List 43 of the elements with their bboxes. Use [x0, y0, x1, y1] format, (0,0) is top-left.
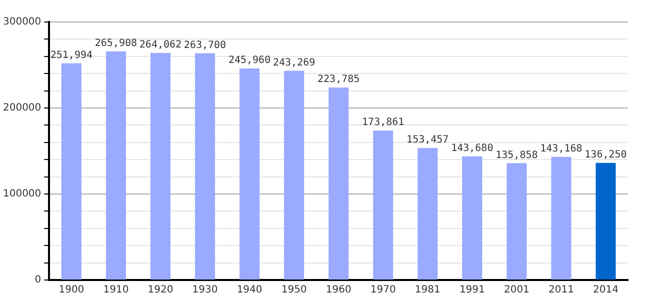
bar [194, 53, 216, 280]
x-tick-label: 1920 [148, 284, 174, 296]
data-label: 263,700 [184, 40, 226, 51]
x-tick-label: 2001 [504, 284, 530, 296]
x-tick-label: 1960 [326, 284, 352, 296]
bar [328, 88, 349, 280]
data-label: 135,858 [496, 150, 538, 161]
x-tick-label: 2011 [548, 284, 574, 296]
data-label: 153,457 [406, 134, 449, 146]
data-label: 265,908 [94, 38, 138, 49]
x-tick-label: 1991 [459, 284, 485, 296]
y-tick-label: 300000 [2, 16, 42, 28]
bar [61, 63, 82, 280]
y-tick-label: 100000 [2, 188, 42, 200]
data-label: 243,269 [272, 57, 316, 68]
data-label: 251,994 [50, 50, 93, 61]
y-tick-label: 0 [34, 274, 42, 286]
x-tick-label: 1910 [103, 284, 129, 296]
x-tick-label: 1940 [236, 284, 262, 296]
x-tick-label: 1930 [192, 284, 218, 296]
bar [462, 156, 482, 280]
y-tick-label: 200000 [2, 102, 42, 114]
bar [150, 52, 171, 280]
data-label: 245,960 [228, 55, 271, 66]
x-tick-label: 1981 [414, 284, 440, 296]
x-tick-label: 2014 [593, 284, 618, 296]
data-label: 264,062 [139, 40, 182, 50]
bar [506, 163, 527, 280]
bar [284, 70, 304, 280]
data-label: 173,861 [362, 117, 404, 128]
data-label: 223,785 [318, 74, 360, 86]
bar [106, 51, 126, 280]
data-label: 136,250 [584, 149, 627, 160]
bar [240, 68, 260, 280]
x-tick-label: 1970 [370, 284, 396, 296]
x-tick-label: 1900 [58, 284, 84, 296]
bar [373, 130, 394, 280]
bar [418, 148, 438, 280]
x-tick-label: 1950 [281, 284, 307, 296]
data-label: 143,680 [451, 143, 494, 154]
data-label: 143,168 [540, 143, 582, 154]
bar [596, 162, 616, 280]
bar [551, 156, 572, 280]
